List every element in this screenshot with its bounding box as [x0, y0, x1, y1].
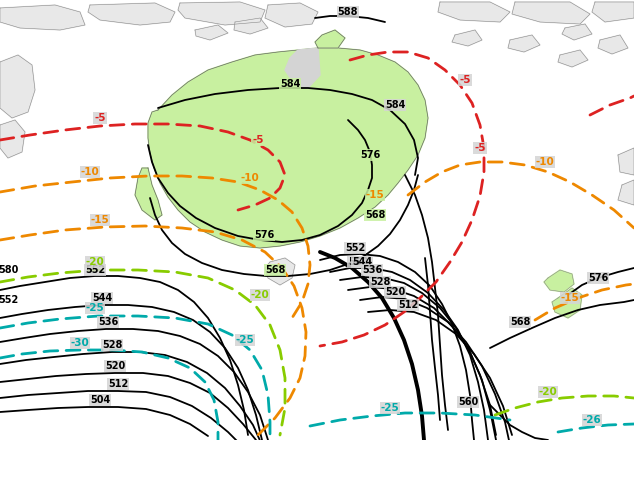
Polygon shape — [265, 3, 318, 27]
Text: -5: -5 — [459, 75, 471, 85]
Polygon shape — [285, 48, 320, 88]
Text: 568: 568 — [265, 265, 285, 275]
Text: -10: -10 — [536, 157, 554, 167]
Text: 588: 588 — [338, 7, 358, 17]
Text: 552: 552 — [85, 265, 105, 275]
Text: Height/Temp. 500 hPa [gdmp][°C] ECMWF: Height/Temp. 500 hPa [gdmp][°C] ECMWF — [5, 451, 269, 465]
Text: -30: -30 — [70, 338, 89, 348]
Text: 560: 560 — [458, 397, 478, 407]
Polygon shape — [0, 5, 85, 30]
Polygon shape — [544, 270, 574, 292]
Text: 528: 528 — [102, 340, 122, 350]
Text: -5: -5 — [94, 113, 106, 123]
Text: -25: -25 — [236, 335, 254, 345]
Polygon shape — [598, 35, 628, 54]
Text: 504: 504 — [90, 395, 110, 405]
Polygon shape — [0, 55, 35, 118]
Text: -10: -10 — [241, 173, 259, 183]
Polygon shape — [438, 2, 510, 22]
Text: 528: 528 — [370, 277, 390, 287]
Polygon shape — [618, 180, 634, 205]
Polygon shape — [562, 24, 592, 40]
Text: -15: -15 — [366, 190, 384, 200]
Text: 576: 576 — [588, 273, 608, 283]
Text: -10: -10 — [81, 167, 100, 177]
Text: 552: 552 — [0, 295, 18, 305]
Text: -20: -20 — [86, 257, 105, 267]
Text: -26: -26 — [583, 415, 602, 425]
Polygon shape — [552, 288, 582, 318]
Text: 560: 560 — [348, 257, 368, 267]
Text: 580: 580 — [0, 265, 18, 275]
Polygon shape — [618, 148, 634, 175]
Text: 584: 584 — [385, 100, 405, 110]
Text: 520: 520 — [105, 361, 125, 371]
Polygon shape — [512, 2, 590, 24]
Text: 536: 536 — [362, 265, 382, 275]
Text: -25: -25 — [86, 303, 105, 313]
Text: ©weatheronline.co.uk: ©weatheronline.co.uk — [506, 475, 630, 485]
Text: -20: -20 — [250, 290, 269, 300]
Polygon shape — [234, 18, 268, 34]
Polygon shape — [265, 258, 295, 285]
Text: -15: -15 — [91, 215, 110, 225]
Polygon shape — [592, 2, 634, 22]
Polygon shape — [88, 3, 175, 25]
Polygon shape — [508, 35, 540, 52]
Text: 512: 512 — [398, 300, 418, 310]
Text: 568: 568 — [365, 210, 385, 220]
Polygon shape — [148, 48, 428, 248]
Text: 552: 552 — [345, 243, 365, 253]
Text: 576: 576 — [360, 150, 380, 160]
Text: -15: -15 — [560, 293, 579, 303]
Polygon shape — [178, 2, 265, 25]
Text: -5: -5 — [252, 135, 264, 145]
Polygon shape — [135, 168, 162, 220]
Text: Su 02-06-2024 18:00 UTC (12+174): Su 02-06-2024 18:00 UTC (12+174) — [402, 451, 630, 465]
Polygon shape — [558, 50, 588, 67]
Text: 520: 520 — [385, 287, 405, 297]
Text: 544: 544 — [352, 257, 372, 267]
Text: 568: 568 — [510, 317, 530, 327]
Text: 536: 536 — [98, 317, 118, 327]
Text: -5: -5 — [474, 143, 486, 153]
Text: 544: 544 — [92, 293, 112, 303]
Text: 576: 576 — [254, 230, 274, 240]
Text: 584: 584 — [280, 79, 300, 89]
Polygon shape — [315, 30, 345, 48]
Polygon shape — [452, 30, 482, 46]
Text: -25: -25 — [380, 403, 399, 413]
Polygon shape — [195, 25, 228, 40]
Text: -20: -20 — [539, 387, 557, 397]
Polygon shape — [0, 120, 25, 158]
Text: 512: 512 — [108, 379, 128, 389]
